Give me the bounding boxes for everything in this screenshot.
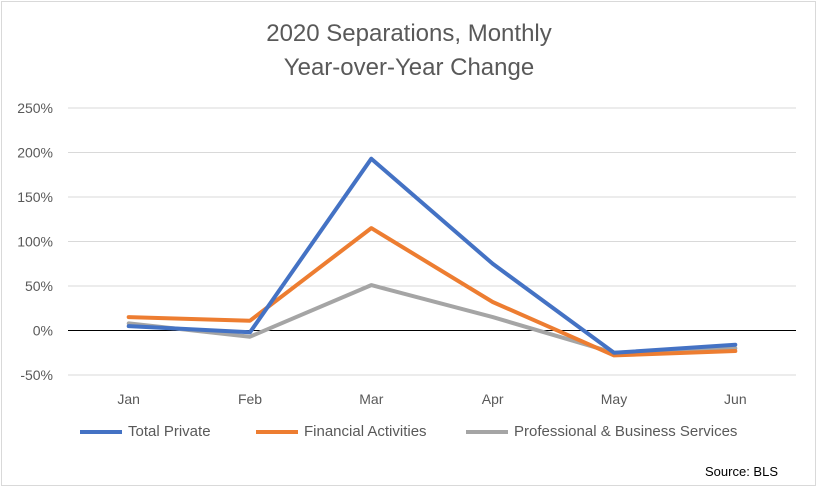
legend-swatch-total-private <box>80 429 122 434</box>
y-tick-label: -50% <box>20 367 53 383</box>
y-tick-label: 0% <box>33 323 53 339</box>
x-tick-label: Jun <box>724 391 747 407</box>
chart-title: 2020 Separations, Monthly <box>266 20 552 47</box>
legend-label-total-private: Total Private <box>128 423 211 440</box>
series-line-total-private <box>126 156 738 355</box>
source-note: Source: BLS <box>705 464 778 479</box>
x-tick-label: Apr <box>482 391 504 407</box>
legend-swatch-professional-business-services <box>466 429 508 434</box>
series-line-financial-activities <box>126 226 738 358</box>
legend-item-total-private: Total Private <box>80 423 211 440</box>
y-tick-label: 250% <box>17 100 53 116</box>
legend-item-financial-activities: Financial Activities <box>256 423 427 440</box>
y-tick-label: 200% <box>17 145 53 161</box>
legend-label-professional-business-services: Professional & Business Services <box>514 423 738 440</box>
legend-swatch-financial-activities <box>256 429 298 434</box>
legend-label-financial-activities: Financial Activities <box>304 423 427 440</box>
y-tick-label: 50% <box>25 278 53 294</box>
x-tick-label: Feb <box>238 391 262 407</box>
x-tick-label: May <box>601 391 627 407</box>
legend-item-professional-business-services: Professional & Business Services <box>466 423 737 440</box>
x-tick-label: Mar <box>359 391 383 407</box>
y-tick-label: 100% <box>17 234 53 250</box>
chart-subtitle: Year-over-Year Change <box>283 54 535 81</box>
y-tick-label: 150% <box>17 189 53 205</box>
x-tick-label: Jan <box>117 391 140 407</box>
